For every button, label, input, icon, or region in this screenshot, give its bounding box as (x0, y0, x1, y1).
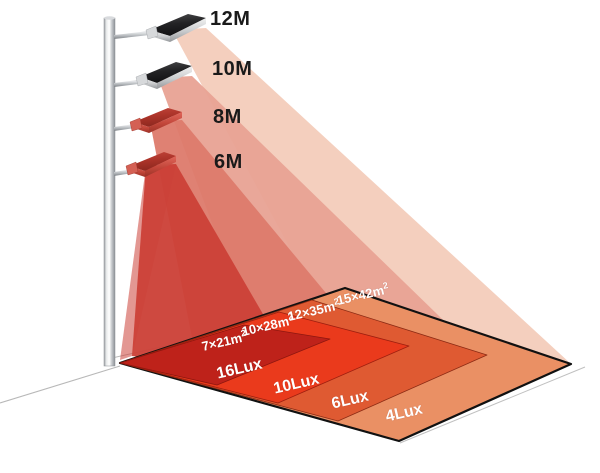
luminaire-10m (135, 62, 192, 89)
height-label-12m: 12M (210, 8, 251, 30)
height-label-8m: 8M (213, 106, 242, 128)
luminaire-12m (145, 14, 206, 42)
luminaire-6m (125, 152, 176, 177)
height-label-10m: 10M (212, 58, 253, 80)
cone-left-face (120, 164, 176, 360)
ground-area-16lux (119, 324, 331, 386)
light-cone-12m (172, 28, 571, 364)
height-label-6m: 6M (214, 151, 243, 173)
light-pole (103, 16, 116, 367)
luminaire-8m (129, 108, 182, 133)
cone-ground-overlay (120, 325, 330, 385)
